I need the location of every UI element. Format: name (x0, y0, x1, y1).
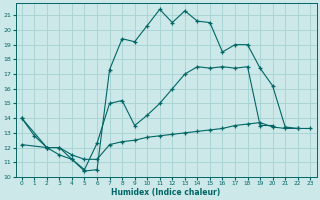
X-axis label: Humidex (Indice chaleur): Humidex (Indice chaleur) (111, 188, 221, 197)
